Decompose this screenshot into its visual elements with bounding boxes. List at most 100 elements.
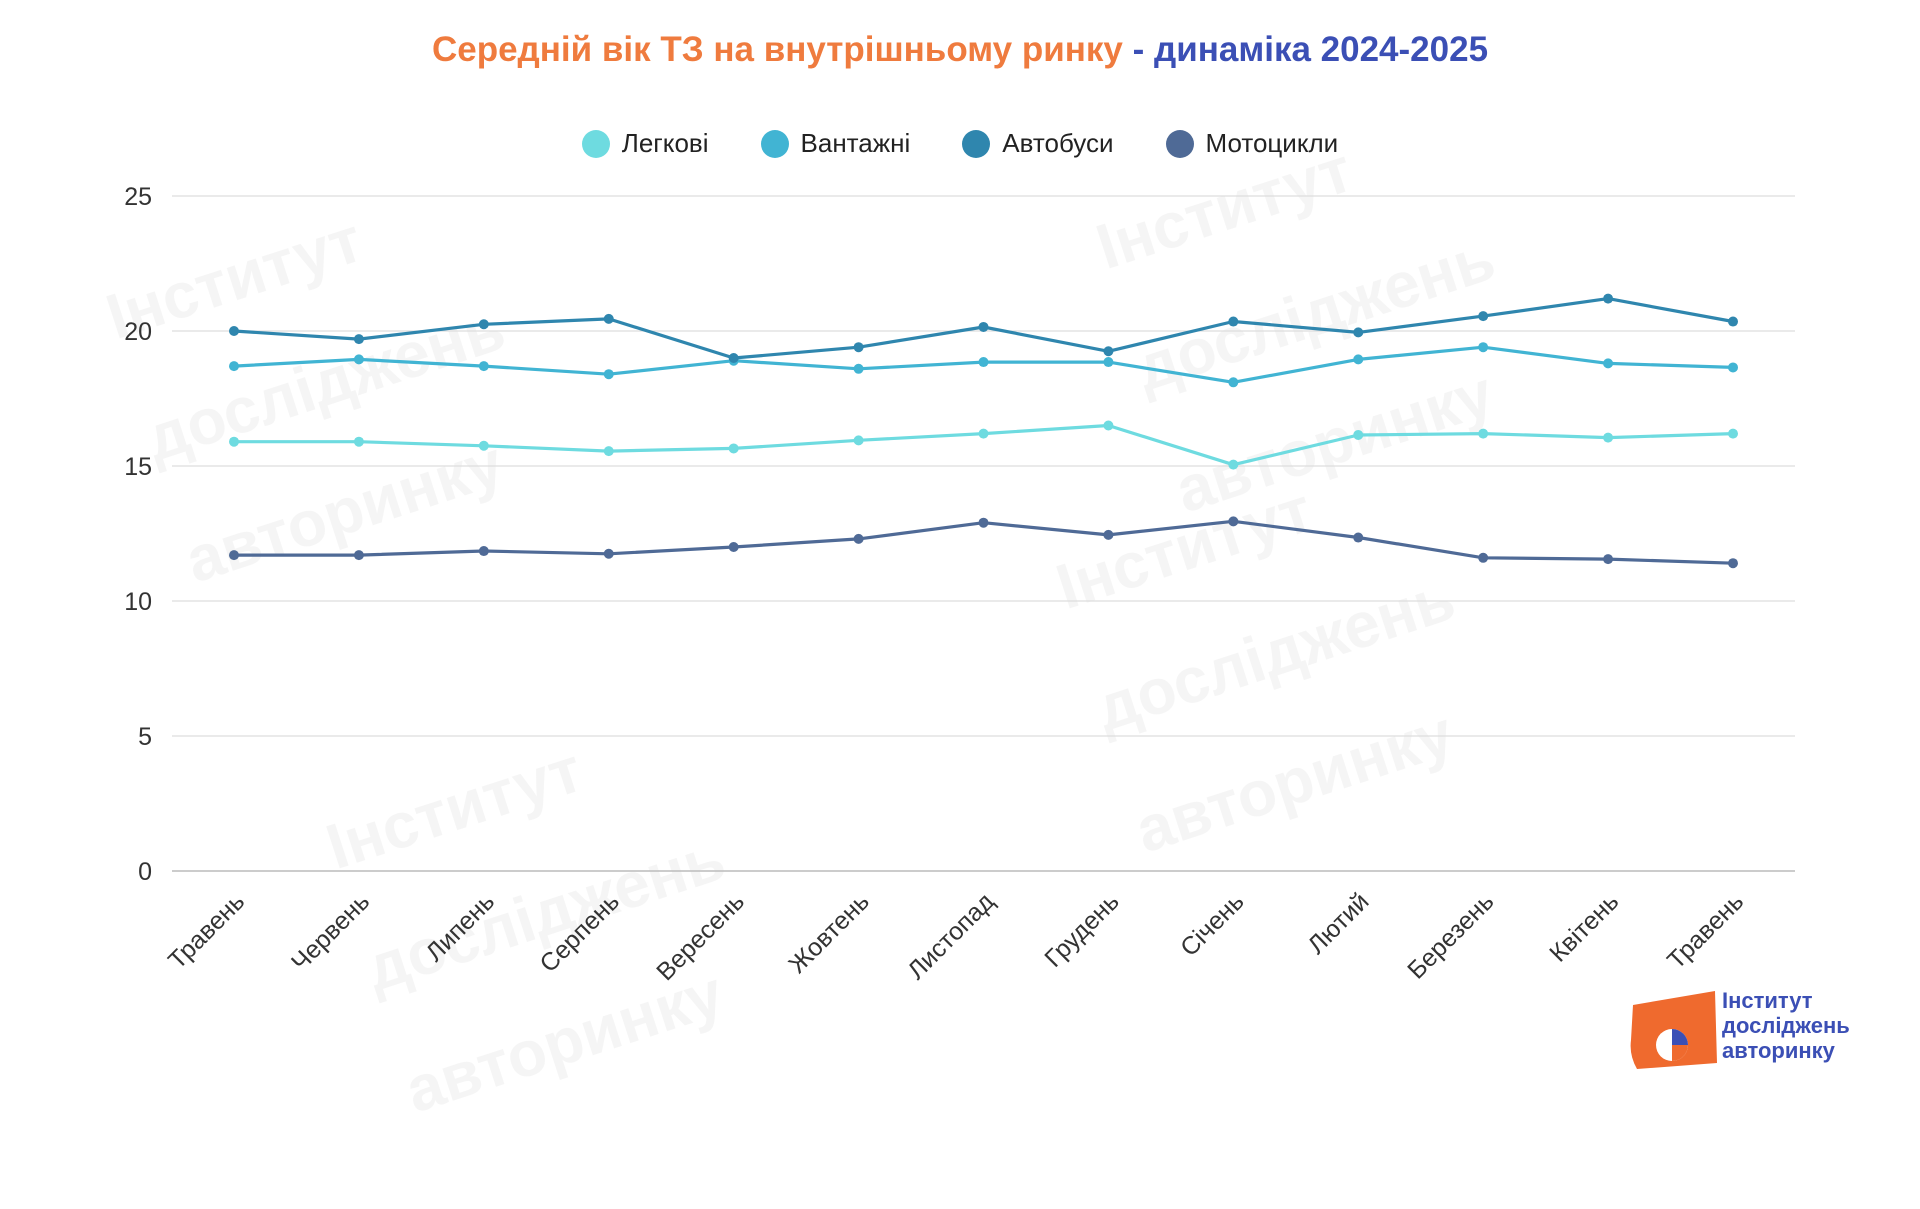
x-tick-label: Липень <box>420 887 500 967</box>
logo-mark-icon <box>1630 991 1717 1069</box>
data-point <box>1728 316 1738 327</box>
legend-swatch <box>760 129 789 158</box>
institute-logo: Інститут досліджень авторинку <box>1625 985 1895 1075</box>
x-tick-label: Жовтень <box>783 887 874 978</box>
data-point <box>1603 432 1614 443</box>
data-point <box>1228 316 1239 327</box>
data-point <box>229 436 239 447</box>
y-tick-label: 0 <box>138 858 152 886</box>
data-point <box>978 517 989 528</box>
data-point <box>478 319 489 330</box>
data-point <box>478 361 489 372</box>
data-point <box>1728 362 1738 373</box>
series-4 <box>229 516 1738 569</box>
data-point <box>478 546 489 557</box>
legend-swatch <box>581 129 610 158</box>
data-point <box>728 443 739 454</box>
series-layer <box>229 293 1738 569</box>
line-chart: 0 5 10 15 20 25 Травень Червень Липень Серпень Ве… <box>124 183 1795 986</box>
data-point <box>1728 558 1738 569</box>
data-point <box>853 342 864 353</box>
y-tick-label: 10 <box>124 588 152 616</box>
chart-title-period: динаміка 2024-2025 <box>1154 30 1489 69</box>
x-tick-label: Травень <box>163 887 250 974</box>
legend-swatch <box>962 129 991 158</box>
data-point <box>1478 428 1489 439</box>
series-2 <box>229 342 1738 388</box>
y-tick-label: 25 <box>124 183 152 211</box>
x-tick-label: Листопад <box>902 887 1000 985</box>
x-tick-label: Вересень <box>651 887 750 986</box>
data-point <box>1478 342 1489 353</box>
legend-item: Легкові <box>581 128 709 159</box>
data-point <box>978 428 989 439</box>
data-point <box>1103 420 1114 431</box>
y-axis-ticks: 0 5 10 15 20 25 <box>124 183 152 886</box>
data-point <box>1728 428 1738 439</box>
legend-label: Вантажні <box>800 128 911 158</box>
x-tick-label: Серпень <box>534 887 625 978</box>
x-tick-label: Січень <box>1175 887 1250 962</box>
data-point <box>603 369 614 380</box>
data-point <box>478 440 489 451</box>
data-point <box>853 363 864 374</box>
data-point <box>353 354 364 365</box>
data-point <box>1353 532 1364 543</box>
data-point <box>1353 354 1364 365</box>
series-3 <box>229 293 1738 363</box>
data-point <box>1478 552 1489 563</box>
data-point <box>728 542 739 552</box>
data-point <box>1478 311 1489 322</box>
data-point <box>1103 529 1114 540</box>
legend-item: Автобуси <box>962 128 1114 159</box>
y-tick-label: 20 <box>124 318 152 346</box>
x-tick-label: Травень <box>1662 887 1749 974</box>
x-tick-label: Березень <box>1402 887 1499 984</box>
data-point <box>1603 358 1614 369</box>
data-point <box>1103 357 1114 368</box>
data-point <box>978 321 989 332</box>
x-tick-label: Квітень <box>1544 887 1624 967</box>
legend-swatch <box>1165 129 1194 158</box>
data-point <box>1228 516 1239 527</box>
legend-label: Легкові <box>621 128 709 158</box>
logo-line-3: авторинку <box>1722 1038 1835 1063</box>
x-tick-label: Лютий <box>1302 887 1374 959</box>
data-point <box>603 446 614 457</box>
data-point <box>1353 429 1364 440</box>
y-tick-label: 15 <box>124 453 152 481</box>
data-point <box>853 435 864 446</box>
data-point <box>603 548 614 559</box>
chart-title-main: Середній вік ТЗ на внутрішньому ринку <box>431 30 1123 69</box>
logo-line-2: досліджень <box>1722 1013 1850 1038</box>
data-point <box>603 313 614 324</box>
chart-title: Середній вік ТЗ на внутрішньому ринку - … <box>0 30 1920 70</box>
legend-item: Мотоцикли <box>1165 128 1339 159</box>
grid-layer <box>172 195 1795 872</box>
chart-title-separator: - <box>1122 30 1154 69</box>
y-tick-label: 5 <box>138 723 152 751</box>
data-point <box>728 353 739 363</box>
data-point <box>1228 377 1239 388</box>
data-point <box>853 533 864 544</box>
chart-root: Інститут досліджень авторинку Інститут д… <box>0 30 1920 1075</box>
data-point <box>229 361 239 372</box>
x-tick-label: Червень <box>286 887 375 976</box>
data-point <box>1603 293 1614 304</box>
data-point <box>229 550 239 561</box>
data-point <box>1603 554 1614 565</box>
logo-text: Інститут досліджень авторинку <box>1722 988 1850 1063</box>
data-point <box>1103 346 1114 357</box>
legend-label: Мотоцикли <box>1205 128 1339 158</box>
logo-line-1: Інститут <box>1722 988 1813 1013</box>
data-point <box>1353 327 1364 338</box>
x-axis-ticks: Травень Червень Липень Серпень Вересень Жовте… <box>163 887 1749 986</box>
data-point <box>978 357 989 368</box>
x-tick-label: Грудень <box>1039 887 1124 972</box>
data-point <box>353 436 364 447</box>
chart-legend: Легкові Вантажні Автобуси Мотоцикли <box>0 128 1920 159</box>
data-point <box>353 334 364 345</box>
data-point <box>1228 459 1239 470</box>
data-point <box>229 326 239 336</box>
legend-item: Вантажні <box>760 128 911 159</box>
